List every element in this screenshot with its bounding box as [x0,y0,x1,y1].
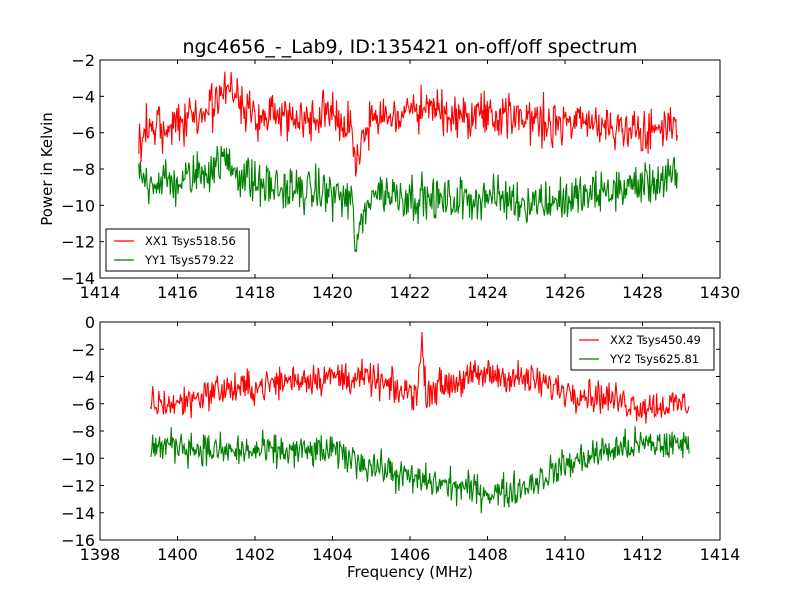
y-tick-label: −6 [71,124,95,143]
x-tick-label: 1420 [312,283,353,302]
x-tick-label: 1402 [235,545,276,564]
x-tick-label: 1400 [157,545,198,564]
series-line-1-1 [138,71,678,177]
x-tick-label: 1412 [622,545,663,564]
x-tick-label: 1418 [235,283,276,302]
x-tick-label: 1398 [80,545,121,564]
y-tick-label: −2 [71,51,95,70]
x-tick-label: 1404 [312,545,353,564]
x-tick-label: 1416 [157,283,198,302]
x-axis-label: Frequency (MHz) [347,563,473,581]
series-line-2-1 [149,331,690,424]
y-tick-label: −12 [61,477,95,496]
legend-label: XX2 Tsys450.49 [610,333,701,347]
series-line-2-2 [150,426,690,514]
y-tick-label: −14 [61,269,95,288]
y-tick-label: 0 [85,313,95,332]
legend-label: XX1 Tsys518.56 [145,234,236,248]
y-tick-label: −8 [71,422,95,441]
y-tick-label: −8 [71,160,95,179]
y-tick-label: −10 [61,449,95,468]
y-tick-label: −14 [61,504,95,523]
chart-title: ngc4656_-_Lab9, ID:135421 on-off/off spe… [182,36,637,58]
x-tick-label: 1406 [390,545,431,564]
y-tick-label: −10 [61,196,95,215]
x-tick-label: 1424 [467,283,508,302]
x-tick-label: 1414 [80,283,121,302]
legend-label: YY2 Tsys625.81 [609,352,699,366]
legend-box [105,228,250,272]
x-tick-label: 1430 [700,283,741,302]
x-tick-label: 1428 [622,283,663,302]
legend: XX1 Tsys518.56 YY1 Tsys579.22 [105,228,250,272]
legend-box [570,327,715,371]
legend-label: YY1 Tsys579.22 [144,253,234,267]
y-tick-label: −4 [71,87,95,106]
x-tick-label: 1410 [545,545,586,564]
series-line-1-2 [138,145,678,253]
x-tick-label: 1408 [467,545,508,564]
x-tick-label: 1426 [545,283,586,302]
y-axis-label: Power in Kelvin [38,112,56,226]
legend: XX2 Tsys450.49 YY2 Tsys625.81 [570,327,715,371]
panel-1: 1414 1416 1418 1420 1422 1424 1426 1428 1430 −14 −… [38,51,740,302]
y-tick-label: −6 [71,395,95,414]
y-tick-label: −4 [71,368,95,387]
panel-2: 1398 1400 1402 1404 1406 1408 1410 1412 1414 −16 −… [61,313,740,581]
y-tick-label: −16 [61,531,95,550]
y-tick-label: −12 [61,233,95,252]
x-tick-label: 1422 [390,283,431,302]
y-tick-label: −2 [71,340,95,359]
x-tick-label: 1414 [700,545,741,564]
